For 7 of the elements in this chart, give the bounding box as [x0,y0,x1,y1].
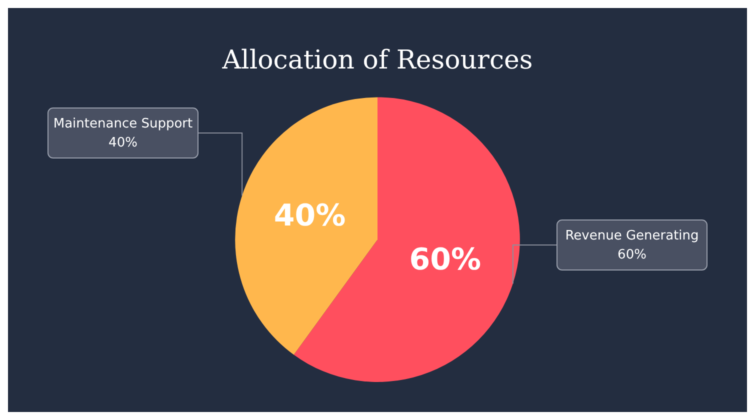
chart-title: Allocation of Resources [221,45,533,76]
text: 60% [618,247,646,262]
data-label: 40% [274,198,346,234]
slice-label: Revenue Generating [565,228,699,244]
data-label: 60% [409,242,482,278]
slice-label: Maintenance Support [53,116,193,132]
text: 40% [108,135,138,150]
